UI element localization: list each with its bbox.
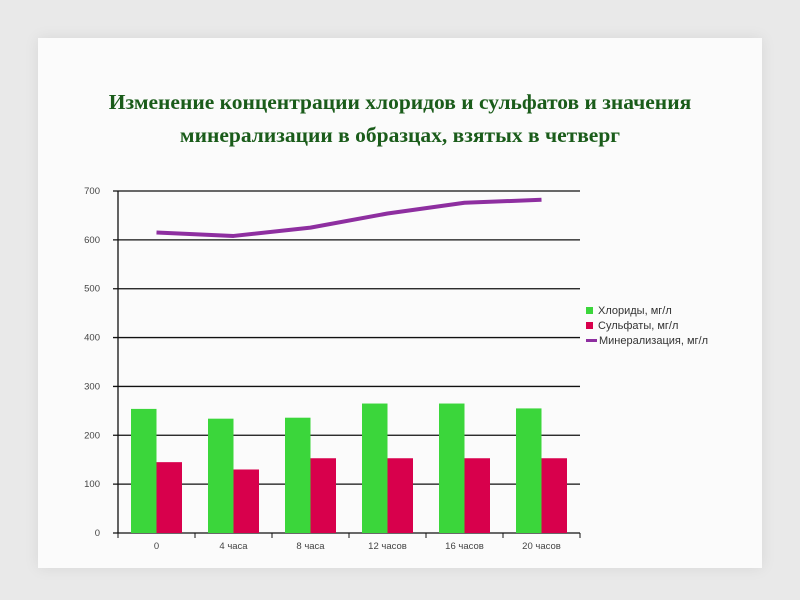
legend: Хлориды, мг/л Сульфаты, мг/л Минерализац… [586,303,708,348]
x-tick-label: 12 часов [368,541,407,552]
bar-sulfates [387,458,413,533]
title-line-1: Изменение концентрации хлоридов и сульфа… [108,90,692,114]
bar-sulfates [310,458,336,533]
y-tick-label: 500 [84,284,100,295]
legend-item-sulfates: Сульфаты, мг/л [586,318,708,333]
bar-chlorides [208,418,234,533]
x-tick-label: 0 [154,541,159,552]
y-tick-label: 200 [84,430,100,441]
legend-label: Минерализация, мг/л [599,334,709,347]
line-mineralization [156,197,542,238]
legend-item-mineralization: Минерализация, мг/л [586,333,708,348]
legend-swatch [586,322,593,329]
y-tick-label: 400 [84,333,100,344]
bar-chlorides [516,408,542,533]
legend-label: Сульфаты, мг/л [598,319,679,332]
y-tick-label: 600 [84,235,100,246]
bar-sulfates [464,458,490,533]
chart-title: Изменение концентрации хлоридов и сульфа… [0,86,800,152]
bar-chlorides [362,403,388,533]
bar-sulfates [541,458,567,533]
legend-label: Хлориды, мг/л [598,304,672,317]
legend-swatch [586,307,593,314]
y-tick-label: 0 [95,528,100,539]
title-line-2: минерализации в образцах, взятых в четве… [179,123,621,147]
legend-swatch [586,339,597,342]
bar-chlorides [285,417,311,533]
y-tick-label: 300 [84,381,100,392]
bar-chlorides [439,403,465,533]
x-tick-label: 20 часов [522,541,561,552]
x-tick-label: 16 часов [445,541,484,552]
bar-sulfates [156,462,182,533]
y-tick-label: 100 [84,479,100,490]
bar-chlorides [131,408,157,533]
legend-item-chlorides: Хлориды, мг/л [586,303,708,318]
bar-sulfates [233,469,259,533]
x-tick-label: 4 часа [219,541,248,552]
y-tick-label: 700 [84,186,100,197]
x-tick-label: 8 часа [296,541,325,552]
